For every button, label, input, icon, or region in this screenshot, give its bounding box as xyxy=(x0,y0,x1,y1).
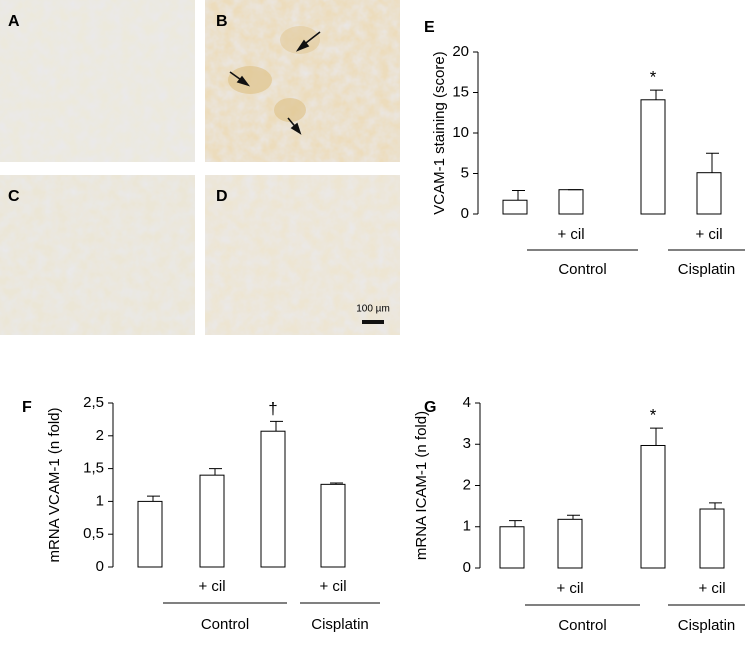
y-axis-label: VCAM-1 staining (score) xyxy=(431,51,448,214)
bar xyxy=(558,189,584,215)
error-bar xyxy=(512,190,525,201)
error-bar xyxy=(650,427,663,446)
texture xyxy=(0,175,195,335)
bar xyxy=(199,474,225,568)
stain xyxy=(228,66,272,94)
panel-letter: B xyxy=(216,13,228,30)
error-bar xyxy=(509,520,522,527)
bar xyxy=(499,526,525,569)
bar xyxy=(696,172,722,215)
x-tick-label: + cil xyxy=(319,578,346,595)
panel-letter: D xyxy=(216,188,228,205)
group-label: Control xyxy=(558,261,606,278)
bar xyxy=(557,518,583,569)
y-tick-label: 2 xyxy=(463,476,471,493)
y-tick-label: 2,5 xyxy=(83,394,104,411)
bar xyxy=(502,199,528,215)
y-tick-label: 1 xyxy=(463,518,471,535)
significance: * xyxy=(650,68,657,87)
significance: * xyxy=(650,406,657,425)
group-label: Cisplatin xyxy=(678,261,736,278)
stain xyxy=(274,98,306,122)
scale-bar-label: 100 µm xyxy=(356,304,390,315)
group-label: Control xyxy=(201,616,249,633)
y-tick-label: 0 xyxy=(461,205,469,222)
panel-letter: C xyxy=(8,188,20,205)
error-bar xyxy=(650,89,663,100)
bar xyxy=(699,508,725,569)
y-tick-label: 10 xyxy=(452,124,469,141)
bar xyxy=(320,483,346,568)
y-tick-label: 20 xyxy=(452,43,469,60)
micrographs: 100 µm A B C D xyxy=(0,0,400,335)
y-tick-label: 5 xyxy=(461,164,469,181)
y-tick-label: 0,5 xyxy=(83,525,104,542)
texture xyxy=(205,175,400,335)
y-tick-label: 3 xyxy=(463,435,471,452)
x-tick-label: + cil xyxy=(695,226,722,243)
y-tick-label: 1,5 xyxy=(83,460,104,477)
error-bar xyxy=(706,152,719,173)
group-label: Cisplatin xyxy=(678,617,736,634)
arrows xyxy=(229,31,321,135)
y-tick-label: 2 xyxy=(96,427,104,444)
y-tick-label: 15 xyxy=(452,83,469,100)
y-tick-label: 0 xyxy=(96,558,104,575)
error-bar xyxy=(270,420,283,432)
scale-bar xyxy=(362,320,384,324)
stain xyxy=(280,26,320,54)
y-axis-label: mRNA ICAM-1 (n fold) xyxy=(413,411,430,560)
x-tick-label: + cil xyxy=(557,226,584,243)
y-axis-label: mRNA VCAM-1 (n fold) xyxy=(46,407,63,562)
error-bar xyxy=(709,502,722,510)
group-label: Control xyxy=(558,617,606,634)
error-bar xyxy=(147,495,160,502)
bar xyxy=(260,430,286,568)
group-label: Cisplatin xyxy=(311,616,369,633)
y-tick-label: 0 xyxy=(463,559,471,576)
x-tick-label: + cil xyxy=(198,578,225,595)
y-tick-label: 4 xyxy=(463,394,471,411)
y-tick-label: 1 xyxy=(96,492,104,509)
bar xyxy=(640,444,666,569)
panel-letter: F xyxy=(22,399,32,416)
error-bar xyxy=(567,514,580,520)
significance: † xyxy=(268,399,277,418)
x-tick-label: + cil xyxy=(698,580,725,597)
bar xyxy=(640,99,666,215)
error-bar xyxy=(330,482,343,485)
bar xyxy=(137,500,163,568)
panel-letter: G xyxy=(424,399,436,416)
x-tick-label: + cil xyxy=(556,580,583,597)
panel-letter: A xyxy=(8,13,20,30)
panel-letter: E xyxy=(424,19,435,36)
texture xyxy=(0,0,195,162)
error-bar xyxy=(209,468,222,476)
